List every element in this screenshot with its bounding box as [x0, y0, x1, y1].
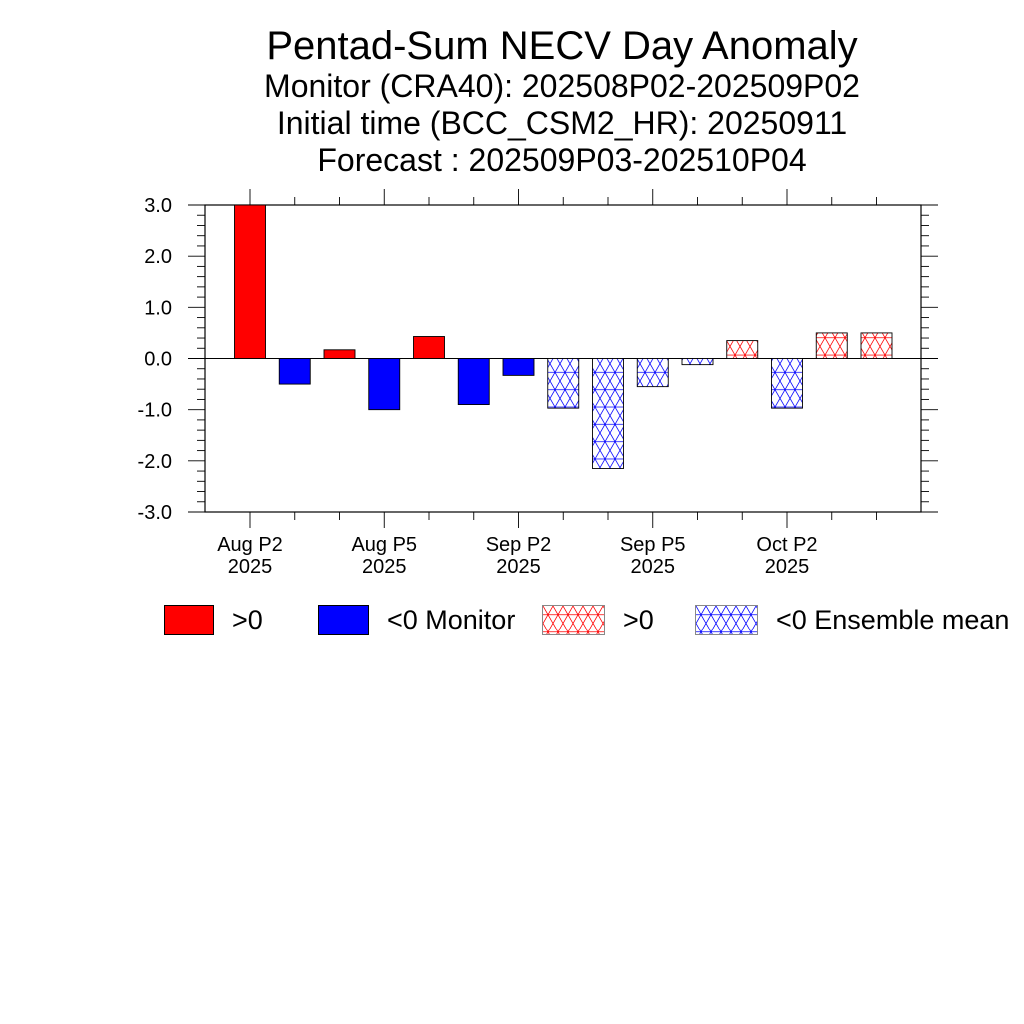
monitor-bar — [502, 358, 535, 376]
chart-subtitle-init-time: Initial time (BCC_CSM2_HR): 20250911 — [276, 105, 848, 141]
y-tick-label: 0.0 — [144, 349, 172, 371]
x-tick-label: Sep P5 — [620, 534, 686, 556]
monitor-bar — [278, 358, 311, 385]
chart-subtitle-forecast: Forecast : 202509P03-202510P04 — [317, 142, 807, 178]
x-tick-year-label: 2025 — [496, 556, 541, 578]
legend-swatch-hatched-red — [542, 605, 605, 635]
y-tick-label: 3.0 — [144, 195, 172, 217]
x-tick-year-label: 2025 — [631, 556, 676, 578]
x-tick-year-label: 2025 — [228, 556, 273, 578]
chart-subtitle-monitor: Monitor (CRA40): 202508P02-202509P02 — [264, 68, 860, 104]
ensemble-mean-bar — [726, 340, 759, 359]
bars — [234, 204, 893, 469]
y-tick-label: -2.0 — [138, 451, 172, 473]
legend-label: >0 — [623, 604, 654, 635]
ensemble-mean-bar — [636, 358, 669, 388]
x-tick-label: Aug P5 — [351, 534, 417, 556]
chart-titles: Pentad-Sum NECV Day Anomaly Monitor (CRA… — [0, 24, 1024, 179]
legend-label: >0 — [232, 604, 263, 635]
ensemble-mean-bar — [592, 358, 624, 469]
x-tick-year-label: 2025 — [362, 556, 407, 578]
y-tick-label: -3.0 — [138, 502, 172, 524]
monitor-bar — [368, 358, 401, 411]
monitor-bar — [413, 336, 445, 359]
legend: >0 <0 Monitor >0 <0 Ensemble mean — [0, 603, 1024, 637]
legend-swatch-hatched-blue — [695, 605, 758, 635]
x-tick-year-label: 2025 — [765, 556, 810, 578]
legend-label: <0 Ensemble mean — [776, 604, 1010, 635]
y-tick-label: 1.0 — [144, 297, 172, 319]
x-tick-label: Sep P2 — [486, 534, 552, 556]
monitor-bar — [457, 358, 490, 405]
ensemble-mean-bar — [547, 358, 580, 409]
y-tick-label: -1.0 — [138, 400, 172, 422]
legend-swatch-solid-red — [164, 605, 214, 635]
monitor-bar — [323, 349, 356, 359]
monitor-bar — [234, 204, 266, 359]
x-tick-label: Aug P2 — [217, 534, 283, 556]
legend-item-monitor-positive: >0 — [164, 603, 263, 637]
ensemble-mean-bar — [771, 358, 803, 409]
x-tick-label: Oct P2 — [756, 534, 817, 556]
chart-title: Pentad-Sum NECV Day Anomaly — [266, 24, 858, 68]
legend-item-ensemble-negative: <0 Ensemble mean — [695, 603, 1009, 637]
legend-swatch-solid-blue — [318, 605, 369, 635]
y-tick-label: 2.0 — [144, 246, 172, 268]
legend-item-monitor-negative: <0 Monitor — [318, 603, 515, 637]
ensemble-mean-bar — [860, 332, 893, 359]
ensemble-mean-bar — [815, 332, 848, 359]
legend-item-ensemble-positive: >0 — [542, 603, 654, 637]
ensemble-mean-bar — [681, 358, 714, 366]
legend-label: <0 Monitor — [387, 604, 516, 635]
